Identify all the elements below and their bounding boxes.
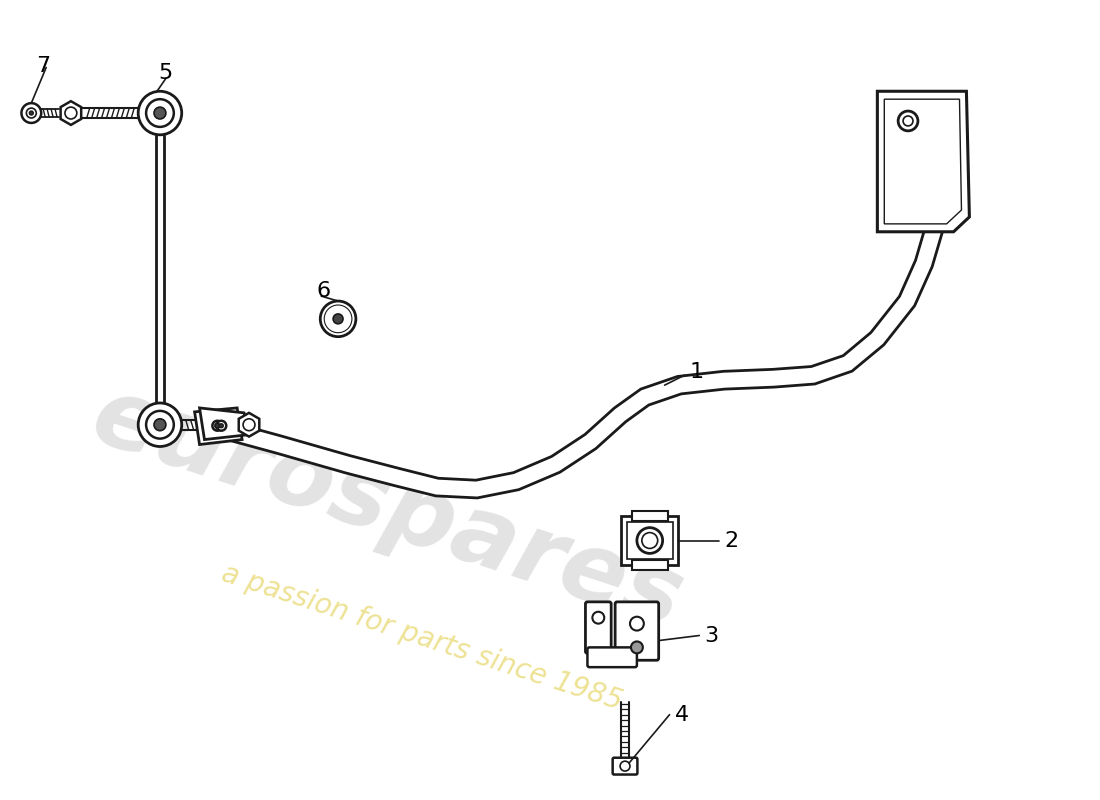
Circle shape	[154, 419, 166, 430]
Text: a passion for parts since 1985: a passion for parts since 1985	[218, 559, 626, 716]
FancyBboxPatch shape	[632, 560, 668, 570]
Polygon shape	[239, 413, 260, 437]
Circle shape	[333, 314, 343, 324]
Circle shape	[642, 533, 658, 549]
Circle shape	[154, 107, 166, 119]
Polygon shape	[222, 200, 948, 498]
Circle shape	[243, 419, 255, 430]
Circle shape	[324, 305, 352, 333]
Circle shape	[139, 91, 182, 135]
Circle shape	[146, 411, 174, 438]
Circle shape	[637, 528, 662, 554]
Circle shape	[146, 99, 174, 127]
Circle shape	[903, 116, 913, 126]
Circle shape	[139, 403, 182, 446]
FancyBboxPatch shape	[627, 522, 672, 559]
Text: 2: 2	[724, 530, 738, 550]
Circle shape	[30, 111, 33, 115]
FancyBboxPatch shape	[632, 511, 668, 521]
Circle shape	[26, 108, 36, 118]
Circle shape	[214, 423, 220, 428]
Circle shape	[630, 617, 644, 630]
Circle shape	[898, 111, 917, 131]
Circle shape	[212, 421, 222, 430]
Circle shape	[219, 424, 223, 428]
Circle shape	[631, 642, 642, 654]
FancyBboxPatch shape	[587, 647, 637, 667]
Circle shape	[327, 308, 349, 330]
Text: eurospares: eurospares	[80, 370, 694, 648]
FancyBboxPatch shape	[621, 516, 679, 566]
Text: 3: 3	[704, 626, 718, 646]
Polygon shape	[60, 101, 81, 125]
Polygon shape	[878, 91, 969, 232]
Text: 6: 6	[317, 281, 330, 301]
Circle shape	[593, 612, 604, 624]
Text: 4: 4	[674, 705, 689, 725]
Circle shape	[65, 107, 77, 119]
Text: 1: 1	[690, 362, 704, 382]
Circle shape	[320, 301, 356, 337]
Polygon shape	[199, 408, 249, 439]
FancyBboxPatch shape	[615, 602, 659, 660]
Circle shape	[217, 421, 227, 430]
FancyBboxPatch shape	[613, 758, 637, 774]
Circle shape	[21, 103, 41, 123]
Text: 7: 7	[36, 55, 51, 75]
Polygon shape	[195, 408, 242, 445]
Circle shape	[620, 761, 630, 771]
FancyBboxPatch shape	[585, 602, 612, 654]
Text: 5: 5	[158, 63, 173, 83]
